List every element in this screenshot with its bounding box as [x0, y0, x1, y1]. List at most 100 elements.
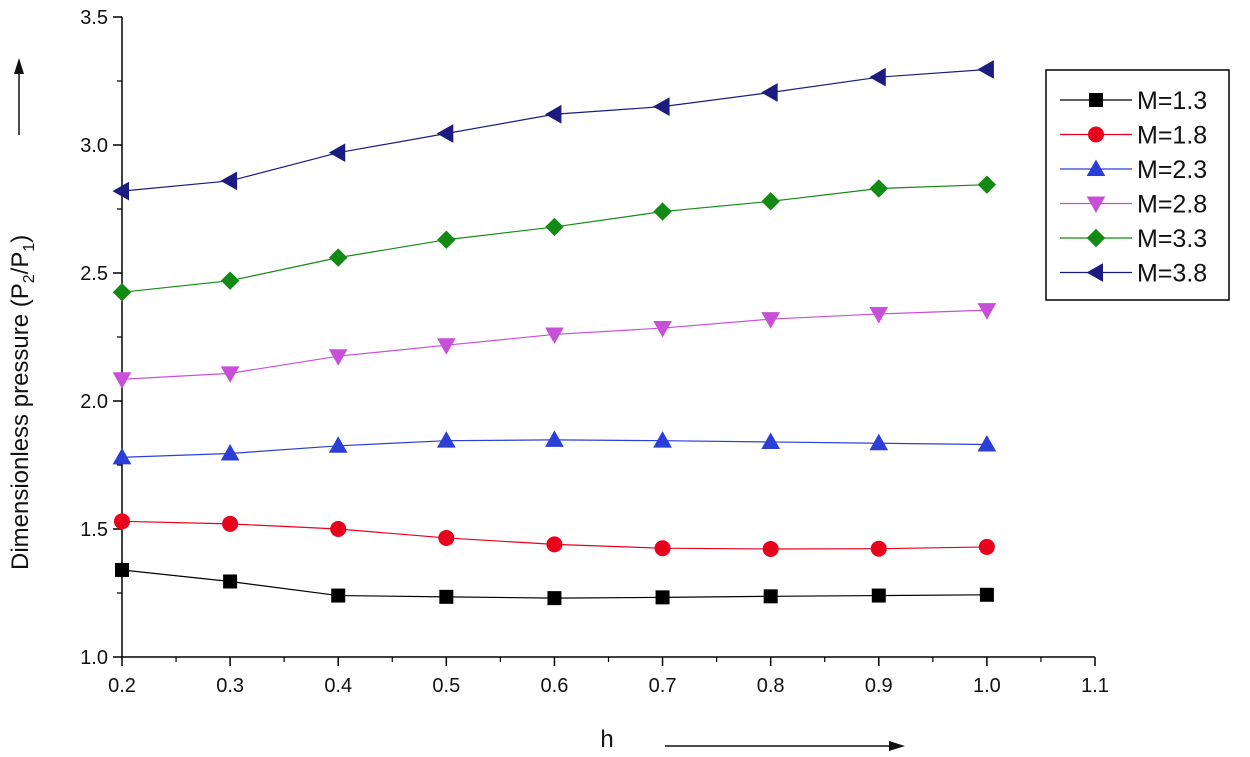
- data-point: [977, 175, 997, 194]
- data-point: [655, 590, 670, 605]
- y-axis-label: Dimensionless pressure (P2/P1): [7, 235, 38, 570]
- series-m-2-8: [112, 303, 997, 389]
- legend-item: M=2.3: [1060, 156, 1207, 184]
- legend-marker: [1086, 159, 1106, 176]
- x-axis-label: h: [600, 726, 613, 753]
- data-point: [546, 536, 563, 553]
- x-tick-label: 0.2: [108, 675, 136, 697]
- y-label-end: ): [7, 235, 34, 243]
- legend-label: M=2.3: [1137, 156, 1207, 184]
- y-tick-label: 2.0: [80, 391, 108, 413]
- data-point: [330, 521, 347, 537]
- data-point: [871, 588, 886, 603]
- y-tick-label: 1.0: [80, 647, 108, 669]
- data-point: [223, 574, 238, 589]
- legend-label: M=2.8: [1137, 191, 1207, 219]
- series-m-1-8: [114, 513, 995, 557]
- legend-marker: [1086, 196, 1106, 214]
- data-point: [329, 248, 348, 267]
- x-axis-arrowhead: [889, 741, 905, 751]
- data-point: [545, 217, 564, 237]
- series-m-3-3: [112, 175, 997, 302]
- legend-label: M=3.3: [1137, 225, 1207, 253]
- series-line: [121, 184, 987, 293]
- series-layer: [112, 60, 997, 606]
- data-point: [436, 338, 456, 355]
- data-point: [328, 349, 348, 366]
- data-point: [437, 230, 456, 249]
- x-tick-label: 0.4: [324, 675, 352, 697]
- y-label-sub-2: 2: [21, 274, 38, 283]
- x-tick-label: 1.0: [973, 675, 1001, 697]
- data-point: [653, 431, 672, 448]
- data-point: [328, 143, 346, 163]
- series-m-3-8: [112, 60, 994, 201]
- data-point: [870, 540, 887, 557]
- data-point: [763, 589, 778, 604]
- data-point: [220, 366, 240, 383]
- x-tick-label: 0.8: [757, 675, 785, 697]
- legend-marker: [1088, 126, 1104, 143]
- data-point: [220, 171, 238, 191]
- data-point: [977, 435, 997, 452]
- axis-ticks: [113, 16, 1096, 666]
- data-point: [977, 303, 997, 320]
- legend-item: M=2.8: [1060, 191, 1207, 219]
- data-point: [869, 433, 889, 451]
- y-tick-label: 3.0: [80, 135, 108, 157]
- data-point: [545, 327, 564, 344]
- series-m-2-3: [112, 430, 997, 465]
- legend-item: M=3.8: [1060, 260, 1207, 288]
- data-point: [112, 372, 132, 389]
- series-line: [121, 309, 987, 380]
- legend: M=1.3 M=1.8 M=2.3 M=2.8 M=3.3 M=3.8: [1045, 69, 1230, 301]
- data-point: [977, 60, 994, 79]
- data-point: [654, 540, 671, 557]
- y-tick-label: 1.5: [80, 519, 108, 541]
- legend-label: M=3.8: [1137, 260, 1207, 288]
- data-point: [436, 431, 456, 448]
- data-point: [544, 104, 562, 124]
- data-point: [436, 124, 454, 143]
- data-point: [331, 588, 346, 603]
- y-label-sub-1: 1: [21, 243, 38, 252]
- data-point: [439, 589, 454, 604]
- legend-marker: [1089, 93, 1103, 107]
- legend-label: M=1.8: [1137, 122, 1207, 150]
- data-point: [869, 67, 886, 87]
- y-label-mid: /P: [7, 252, 34, 275]
- data-point: [115, 562, 129, 577]
- x-tick-label: 1.1: [1081, 675, 1109, 697]
- legend-item: M=1.8: [1060, 122, 1207, 150]
- data-point: [653, 202, 672, 221]
- x-tick-label: 0.5: [432, 675, 460, 697]
- legend-marker: [1086, 228, 1106, 248]
- x-tick-label: 0.6: [541, 675, 569, 697]
- data-point: [438, 529, 455, 546]
- data-point: [545, 430, 564, 447]
- data-point: [328, 436, 348, 453]
- data-point: [220, 271, 240, 290]
- y-label-main: Dimensionless pressure (P: [7, 283, 34, 570]
- data-point: [112, 447, 132, 465]
- x-tick-labels: 0.2 0.3 0.4 0.5 0.6 0.7 0.8 0.9 1.0 1.1: [108, 675, 1109, 697]
- data-point: [869, 179, 888, 198]
- data-point: [761, 83, 778, 102]
- data-point: [112, 181, 129, 201]
- y-tick-labels: 1.0 1.5 2.0 2.5 3.0 3.5: [80, 7, 108, 669]
- data-point: [979, 587, 994, 602]
- data-point: [978, 538, 995, 555]
- x-tick-label: 0.7: [649, 675, 677, 697]
- data-point: [761, 312, 781, 329]
- y-tick-label: 2.5: [80, 263, 108, 285]
- data-point: [869, 306, 889, 324]
- data-point: [112, 282, 132, 302]
- data-point: [220, 443, 240, 461]
- y-tick-label: 3.5: [80, 7, 108, 29]
- legend-item: M=1.3: [1060, 87, 1207, 115]
- data-point: [222, 515, 239, 532]
- data-point: [547, 591, 562, 606]
- data-point: [761, 192, 780, 211]
- series-line: [121, 68, 987, 192]
- legend-label: M=1.3: [1137, 87, 1207, 115]
